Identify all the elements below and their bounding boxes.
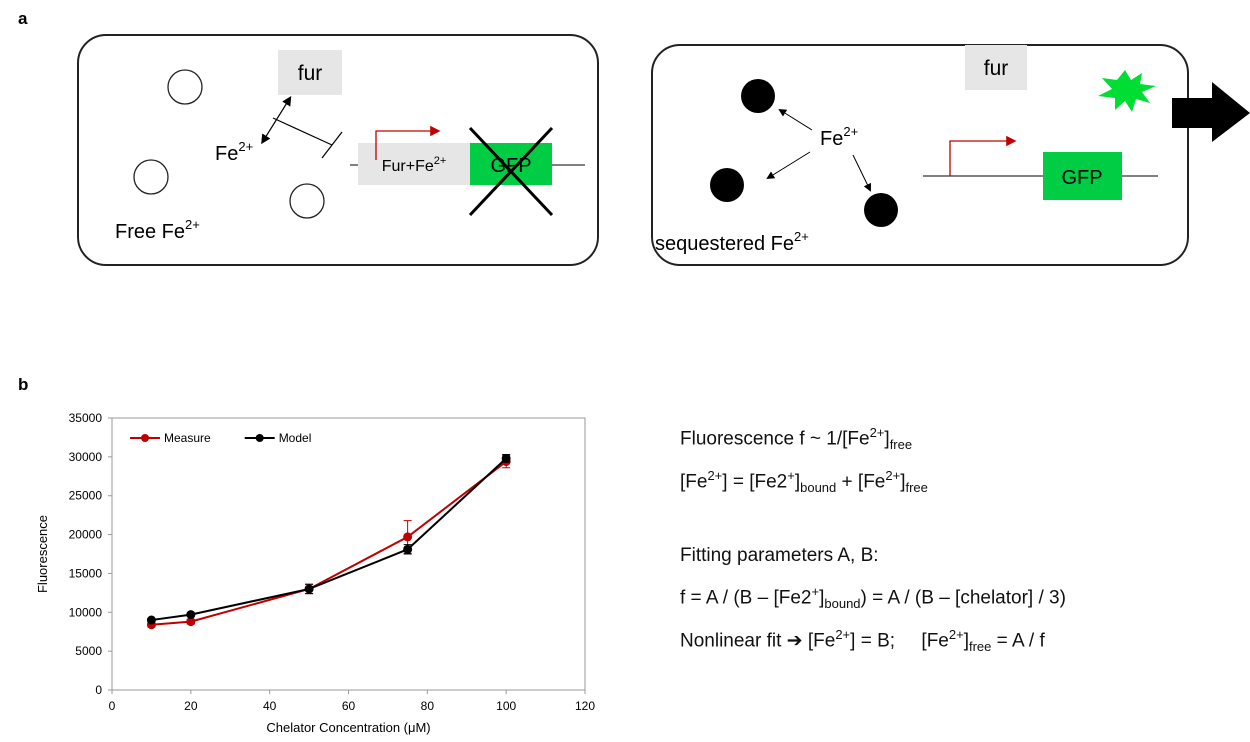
y-tick-label: 15000 [69,566,103,580]
glow [1098,70,1156,112]
y-axis-title: Fluorescence [35,515,50,593]
text: Nonlinear fit ➔ [Fe [680,630,835,651]
y-tick-label: 5000 [75,644,102,658]
data-point [403,532,412,541]
data-point [403,545,412,554]
text: 2+ [185,217,200,232]
y-tick-label: 25000 [69,489,103,503]
text: 2+ [885,468,900,483]
iron [864,193,898,227]
series-line [151,458,506,620]
plot-frame [112,418,585,690]
export-arrow [1172,82,1250,142]
fe-label: Fe2+ [215,139,253,165]
arrow [768,152,810,178]
data-point [502,454,511,463]
series-line [151,462,506,625]
gfp-label: GFP [1061,167,1102,189]
equation: f = A / (B – [Fe2+]bound) = A / (B – [ch… [680,584,1066,611]
text: ] = B; [Fe [850,630,949,651]
iron [134,160,168,194]
text: Free Fe [115,221,185,243]
text: 2+ [843,124,858,139]
data-point [147,616,156,625]
text: 2+ [238,139,253,154]
text: Fitting parameters A, B: [680,545,879,566]
text: bound [824,596,860,611]
text: 2+ [794,229,809,244]
inhibition [273,118,332,145]
legend-label: Model [279,431,312,445]
text: ] = [Fe2 [722,471,787,492]
iron [741,79,775,113]
promoter [950,141,1014,176]
text: f = A / (B – [Fe2 [680,587,812,608]
iron [290,184,324,218]
text: sequestered Fe [655,233,794,255]
sequestered-label: sequestered Fe2+ [655,229,809,255]
x-tick-label: 40 [263,699,277,713]
legend-label: Measure [164,431,211,445]
x-tick-label: 100 [496,699,516,713]
inhibition-bar [322,132,342,158]
data-point [305,584,314,593]
text: free [905,480,927,495]
panel-label: a [18,9,28,28]
equation: [Fe2+] = [Fe2+]bound + [Fe2+]free [680,468,928,495]
text: 2+ [835,627,850,642]
text: Fluorescence f ~ 1/[Fe [680,428,870,449]
iron [168,70,202,104]
legend-marker [256,434,264,442]
text: 2+ [949,627,964,642]
data-point [186,610,195,619]
equation: Fluorescence f ~ 1/[Fe2+]free [680,425,912,452]
y-tick-label: 0 [95,683,102,697]
page: {"panel_a": {"label": "a", "left": {"fur… [0,0,1250,742]
x-axis-title: Chelator Concentration (μM) [266,720,430,735]
x-tick-label: 20 [184,699,198,713]
free-label: Free Fe2+ [115,217,200,243]
text: free [890,437,912,452]
text: 2+ [870,425,885,440]
text: Fur+Fe [382,158,434,175]
x-tick-label: 0 [109,699,116,713]
text: free [969,639,991,654]
text: + [787,468,795,483]
x-tick-label: 120 [575,699,595,713]
fur-label: fur [298,62,323,85]
text: + [Fe [836,471,885,492]
arrow [265,98,290,138]
legend-marker [141,434,149,442]
text: 2+ [434,155,447,167]
text: = A / f [991,630,1044,651]
panel-label: b [18,375,28,394]
y-tick-label: 10000 [69,605,103,619]
fe-label: Fe2+ [820,124,858,150]
equation: Nonlinear fit ➔ [Fe2+] = B; [Fe2+]free =… [680,627,1045,654]
x-tick-label: 80 [421,699,435,713]
text: Fe [215,143,238,165]
figure: a fur Fe2+ Fur+Fe2+ GFP Free Fe2+ fur Fe… [0,0,1250,742]
text: bound [800,480,836,495]
text: [Fe [680,471,707,492]
x-tick-label: 60 [342,699,356,713]
text: 2+ [707,468,722,483]
chart: 0 5000 10000 15000 20000 25000 30000 35000 0 20 40… [35,411,595,735]
arrow [780,110,812,130]
text: Fe [820,128,843,150]
y-tick-label: 20000 [69,528,103,542]
text: ) = A / (B – [chelator] / 3) [861,587,1066,608]
y-tick-label: 35000 [69,411,103,425]
iron [710,168,744,202]
y-tick-label: 30000 [69,450,103,464]
text: + [812,584,820,599]
arrow [853,155,870,190]
equation: Fitting parameters A, B: [680,545,879,567]
fur-label: fur [984,57,1009,80]
